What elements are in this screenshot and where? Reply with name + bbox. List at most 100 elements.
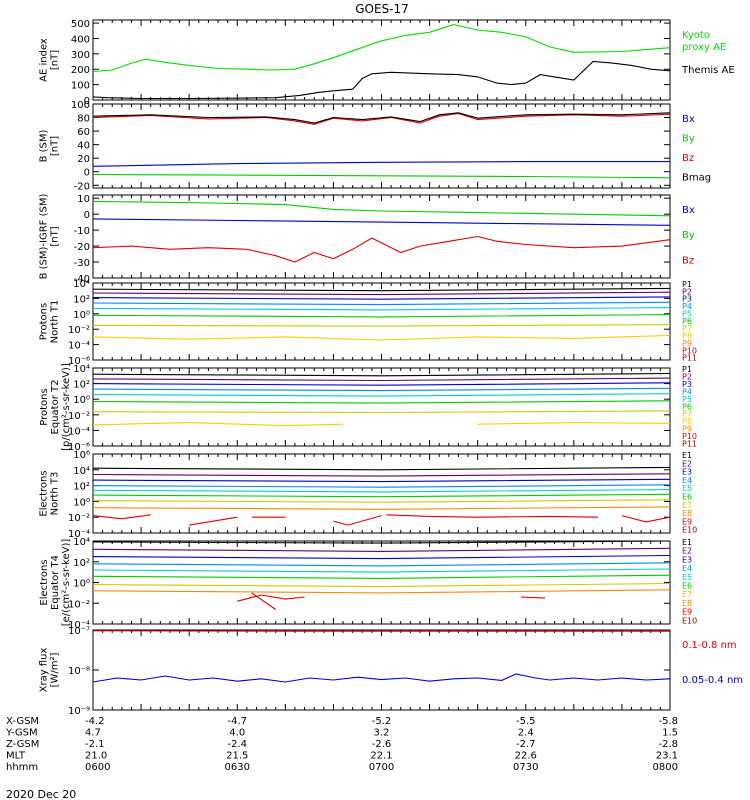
bsm-series-bmag [92, 112, 671, 124]
pnorth-legend-entry: P9 [682, 339, 692, 348]
eequator-ytick-label: 10² [73, 558, 90, 569]
bdiff-ytick-label: 0 [84, 210, 90, 221]
pnorth-ytick-label: 10⁰ [73, 310, 90, 321]
pequator-ytick-label: 10⁻² [68, 411, 90, 422]
eequator-series-e9c [520, 596, 546, 599]
pequator-series-p6 [92, 400, 671, 404]
bdiff-legend-entry: Bz [682, 255, 694, 266]
pnorth-series-p3 [92, 296, 671, 300]
ephem-row-label: MLT [6, 751, 26, 762]
eequator-series-e3 [92, 554, 671, 560]
eequator-ylabel: [e/(cm²-s-sr-keV)] [61, 539, 72, 627]
ae-ytick-label: 0 [84, 96, 90, 107]
pnorth-ytick-label: 10⁴ [73, 279, 90, 290]
enorth-series-e9e [386, 514, 598, 518]
ephem-value: 4.0 [229, 728, 245, 739]
figure-title: GOES-17 [355, 2, 409, 16]
pequator-ytick-label: 10⁻⁴ [68, 426, 90, 437]
ae-legend-entry: Kyoto [682, 30, 710, 41]
enorth-ytick-label: 10⁻² [68, 513, 90, 524]
bsm-legend-entry: By [682, 134, 695, 145]
enorth-legend-entry: E10 [682, 526, 697, 535]
ae-ytick-label: 500 [71, 19, 90, 30]
bsm-ytick-label: 100 [71, 100, 90, 111]
eequator-series-e2 [92, 547, 671, 552]
enorth-series-e9b [189, 516, 238, 526]
ephem-value: 4.7 [85, 728, 101, 739]
pequator-legend-entry: P1 [682, 365, 692, 374]
eequator-legend-entry: E7 [682, 590, 692, 599]
xray-ytick-label: 10⁻⁸ [68, 666, 90, 677]
date-label: 2020 Dec 20 [6, 788, 76, 800]
pequator-ylabel: Protons [39, 388, 50, 425]
ephem-value: 21.5 [226, 751, 248, 762]
pnorth-ytick-label: 10⁻² [68, 325, 90, 336]
panel-bdiff: -40 -30 -20 -10 0 10 B (SM)-IGRF (SM) [nT] Bx By B… [39, 194, 695, 285]
eequator-ylabel: Equator T4 [50, 555, 61, 610]
xray-ytick-label: 10⁻⁷ [68, 626, 90, 637]
enorth-series-e5 [92, 489, 671, 493]
enorth-legend-entry: E3 [682, 468, 692, 477]
enorth-series-e8 [92, 506, 671, 510]
ae-ytick-label: 400 [71, 34, 90, 45]
enorth-legend-entry: E8 [682, 509, 692, 518]
ephem-value: 0800 [653, 762, 678, 773]
pequator-ytick-label: 10⁻⁶ [68, 442, 90, 453]
pnorth-legend-entry: P5 [682, 309, 692, 318]
pequator-series-p7 [92, 410, 671, 414]
pnorth-ytick-label: 10⁻⁶ [68, 356, 90, 367]
ae-frame [92, 19, 671, 101]
enorth-legend-entry: E2 [682, 459, 692, 468]
panel-eequator: 10⁻⁴ 10⁻² 10⁰ 10² 10⁴ Electrons Equator T4 [e/(… [39, 537, 697, 631]
xray-legend-entry: 0.05-0.4 nm [682, 675, 743, 686]
bsm-ytick-label: 60 [77, 127, 90, 138]
xray-series-0-05-0-4-nm [92, 673, 671, 683]
pequator-series-p5 [92, 393, 671, 397]
pnorth-series-p5 [92, 307, 671, 311]
enorth-series-e9d [333, 515, 382, 526]
bdiff-ytick-label: -30 [74, 258, 90, 269]
pequator-series-p4 [92, 387, 671, 392]
xray-ytick-label: 10⁻⁹ [68, 706, 90, 717]
bdiff-series-bz [92, 235, 671, 263]
eequator-series-e6 [92, 574, 671, 579]
pequator-legend-entry: P3 [682, 380, 692, 389]
pequator-legend-entry: P4 [682, 387, 692, 396]
eequator-ytick-label: 10⁻⁴ [68, 620, 90, 631]
bsm-ytick-label: 40 [77, 141, 90, 152]
eequator-legend-entry: E5 [682, 573, 692, 582]
pnorth-ytick-label: 10⁻⁴ [68, 341, 90, 352]
pequator-series-p2 [92, 377, 671, 382]
pequator-legend-entry: P2 [682, 372, 692, 381]
eequator-series-e9b [251, 592, 277, 610]
ephem-value: 2.4 [518, 728, 534, 739]
pequator-series-p8b [477, 422, 671, 425]
ae-legend-entry: proxy AE [682, 42, 726, 53]
bsm-ylabel: B (SM) [39, 129, 50, 162]
ephem-value: 0630 [225, 762, 250, 773]
ephem-value: -5.2 [372, 716, 392, 727]
bsm-legend-entry: Bx [682, 114, 695, 125]
pequator-ylabel: Equator T2 [50, 380, 61, 435]
panel-pnorth: 10⁻⁶ 10⁻⁴ 10⁻² 10⁰ 10² 10⁴ Protons North T1 P1P2… [39, 279, 698, 367]
ephem-value: -2.1 [85, 739, 105, 750]
ae-ytick-label: 200 [71, 65, 90, 76]
bsm-ytick-label: -20 [74, 181, 90, 192]
bsm-series-bx [92, 161, 670, 167]
pequator-legend-entry: P5 [682, 395, 692, 404]
xray-ylabel: Xray flux [39, 648, 50, 693]
ephem-value: -2.7 [516, 739, 536, 750]
enorth-series-e9 [92, 514, 151, 520]
xray-ylabel: [W/m²] [50, 652, 61, 687]
pequator-legend-entry: P9 [682, 425, 692, 434]
eequator-series-e5 [92, 568, 671, 573]
eequator-frame [92, 540, 671, 625]
eequator-legend-entry: E8 [682, 599, 692, 608]
bsm-ylabel: [nT] [50, 136, 61, 156]
pequator-series-p3 [92, 382, 671, 386]
ephem-value: 1.5 [662, 728, 678, 739]
ae-ylabel: [nT] [50, 50, 61, 70]
ae-ylabel: AE index [39, 38, 50, 82]
ephem-value: 3.2 [374, 728, 390, 739]
